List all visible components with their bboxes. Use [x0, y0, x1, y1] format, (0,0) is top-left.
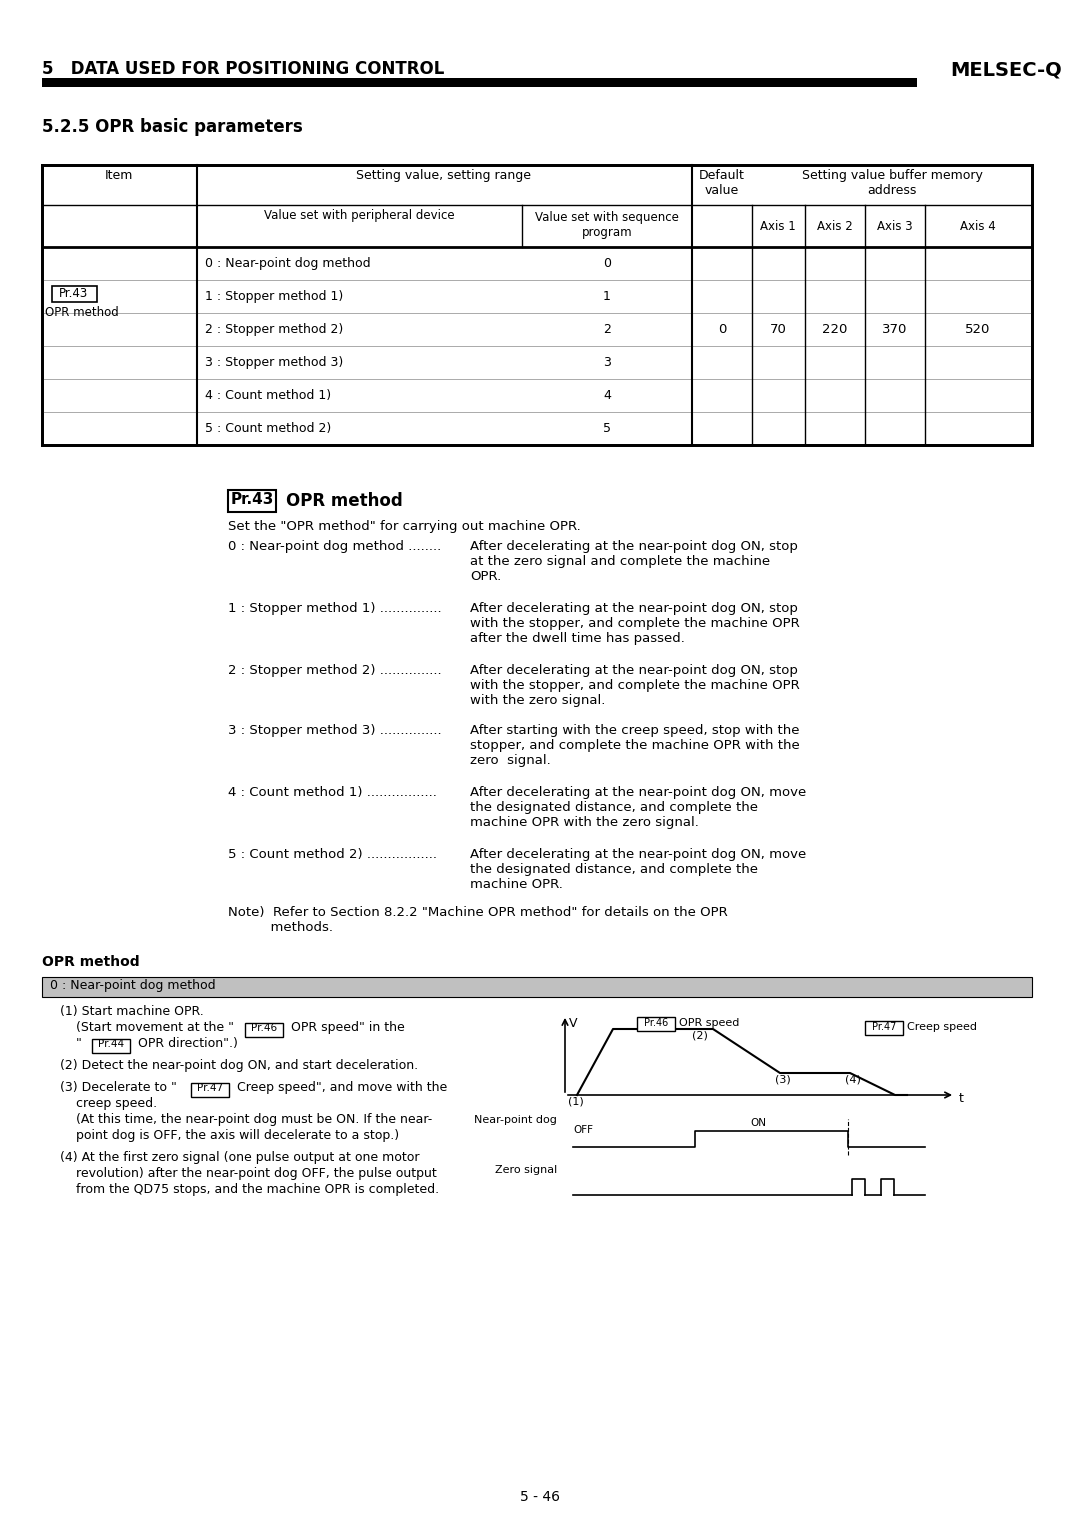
Text: 5.2.5 OPR basic parameters: 5.2.5 OPR basic parameters	[42, 118, 302, 136]
Text: After starting with the creep speed, stop with the
stopper, and complete the mac: After starting with the creep speed, sto…	[470, 724, 800, 767]
Text: 4 : Count method 1) .................: 4 : Count method 1) .................	[228, 785, 437, 799]
Text: 0: 0	[603, 257, 611, 270]
Text: (4): (4)	[845, 1076, 861, 1085]
Text: OPR method: OPR method	[45, 306, 119, 319]
Text: After decelerating at the near-point dog ON, move
the designated distance, and c: After decelerating at the near-point dog…	[470, 785, 807, 830]
Text: 5: 5	[603, 422, 611, 435]
Text: Item: Item	[105, 170, 133, 182]
Text: Value set with sequence
program: Value set with sequence program	[535, 211, 679, 238]
Text: OPR method: OPR method	[286, 492, 403, 510]
Text: revolution) after the near-point dog OFF, the pulse output: revolution) after the near-point dog OFF…	[60, 1167, 436, 1180]
Text: 1: 1	[603, 290, 611, 303]
Text: 520: 520	[966, 322, 990, 336]
Text: 5   DATA USED FOR POSITIONING CONTROL: 5 DATA USED FOR POSITIONING CONTROL	[42, 60, 444, 78]
Bar	[245, 1024, 283, 1038]
Text: Pr.47: Pr.47	[872, 1022, 896, 1031]
Text: Zero signal: Zero signal	[495, 1164, 557, 1175]
Text: Pr.47: Pr.47	[197, 1083, 224, 1093]
Text: 3 : Stopper method 3) ...............: 3 : Stopper method 3) ...............	[228, 724, 442, 736]
Text: Creep speed: Creep speed	[907, 1022, 977, 1031]
Bar	[52, 286, 97, 303]
Text: t: t	[959, 1093, 963, 1105]
Text: 4 : Count method 1): 4 : Count method 1)	[205, 390, 332, 402]
Text: After decelerating at the near-point dog ON, stop
at the zero signal and complet: After decelerating at the near-point dog…	[470, 539, 798, 584]
Text: Default
value: Default value	[699, 170, 745, 197]
Text: After decelerating at the near-point dog ON, stop
with the stopper, and complete: After decelerating at the near-point dog…	[470, 665, 800, 707]
Text: 3 : Stopper method 3): 3 : Stopper method 3)	[205, 356, 343, 368]
Text: (2) Detect the near-point dog ON, and start deceleration.: (2) Detect the near-point dog ON, and st…	[60, 1059, 418, 1073]
Text: 2 : Stopper method 2): 2 : Stopper method 2)	[205, 322, 343, 336]
Text: from the QD75 stops, and the machine OPR is completed.: from the QD75 stops, and the machine OPR…	[60, 1183, 440, 1196]
Text: Pr.43: Pr.43	[230, 492, 273, 507]
Text: 4: 4	[603, 390, 611, 402]
Text: OPR speed: OPR speed	[679, 1018, 740, 1028]
Text: After decelerating at the near-point dog ON, stop
with the stopper, and complete: After decelerating at the near-point dog…	[470, 602, 800, 645]
Text: Pr.46: Pr.46	[644, 1018, 669, 1028]
Text: 1 : Stopper method 1): 1 : Stopper method 1)	[205, 290, 343, 303]
Text: MELSEC-Q: MELSEC-Q	[950, 60, 1062, 79]
Text: point dog is OFF, the axis will decelerate to a stop.): point dog is OFF, the axis will decelera…	[60, 1129, 400, 1141]
Text: 5 : Count method 2) .................: 5 : Count method 2) .................	[228, 848, 437, 860]
Text: V: V	[569, 1018, 578, 1030]
Text: (1): (1)	[568, 1097, 584, 1106]
Bar	[42, 78, 917, 87]
Bar	[228, 490, 276, 512]
Text: ON: ON	[750, 1118, 766, 1128]
Text: 0 : Near-point dog method ........: 0 : Near-point dog method ........	[228, 539, 442, 553]
Text: OPR direction".): OPR direction".)	[134, 1038, 238, 1050]
Text: (2): (2)	[692, 1031, 707, 1041]
Text: OPR speed" in the: OPR speed" in the	[287, 1021, 405, 1034]
Text: Note)  Refer to Section 8.2.2 "Machine OPR method" for details on the OPR
      : Note) Refer to Section 8.2.2 "Machine OP…	[228, 906, 728, 934]
Text: ": "	[60, 1038, 82, 1050]
Text: 0: 0	[718, 322, 726, 336]
Text: Axis 2: Axis 2	[818, 220, 853, 232]
Text: Axis 1: Axis 1	[760, 220, 796, 232]
Text: Near-point dog: Near-point dog	[474, 1115, 557, 1125]
Text: 5 - 46: 5 - 46	[519, 1490, 561, 1504]
Text: 1 : Stopper method 1) ...............: 1 : Stopper method 1) ...............	[228, 602, 442, 614]
Text: (4) At the first zero signal (one pulse output at one motor: (4) At the first zero signal (one pulse …	[60, 1151, 419, 1164]
Text: 0 : Near-point dog method: 0 : Near-point dog method	[50, 979, 216, 992]
Text: Axis 3: Axis 3	[877, 220, 913, 232]
Text: 2 : Stopper method 2) ...............: 2 : Stopper method 2) ...............	[228, 665, 442, 677]
Text: 3: 3	[603, 356, 611, 368]
Bar	[92, 1039, 130, 1053]
Text: creep speed.: creep speed.	[60, 1097, 157, 1109]
Text: Setting value buffer memory
address: Setting value buffer memory address	[801, 170, 983, 197]
Text: Setting value, setting range: Setting value, setting range	[356, 170, 531, 182]
Text: (Start movement at the ": (Start movement at the "	[60, 1021, 234, 1034]
Text: (3): (3)	[775, 1076, 791, 1085]
Bar	[637, 1018, 675, 1031]
Bar	[191, 1083, 229, 1097]
Text: 0 : Near-point dog method: 0 : Near-point dog method	[205, 257, 370, 270]
Text: (1) Start machine OPR.: (1) Start machine OPR.	[60, 1005, 204, 1018]
Text: Axis 4: Axis 4	[960, 220, 996, 232]
Text: Set the "OPR method" for carrying out machine OPR.: Set the "OPR method" for carrying out ma…	[228, 520, 581, 533]
Text: 220: 220	[822, 322, 848, 336]
Text: (At this time, the near-point dog must be ON. If the near-: (At this time, the near-point dog must b…	[60, 1112, 432, 1126]
Bar	[42, 165, 1032, 445]
Text: (3) Decelerate to ": (3) Decelerate to "	[60, 1080, 177, 1094]
Text: OFF: OFF	[573, 1125, 593, 1135]
Text: 70: 70	[770, 322, 786, 336]
Bar	[42, 976, 1032, 996]
Text: OPR method: OPR method	[42, 955, 139, 969]
Text: 2: 2	[603, 322, 611, 336]
Text: 370: 370	[882, 322, 907, 336]
Text: Pr.43: Pr.43	[59, 287, 89, 299]
Text: Creep speed", and move with the: Creep speed", and move with the	[233, 1080, 447, 1094]
Text: Pr.44: Pr.44	[98, 1039, 124, 1050]
Text: Value set with peripheral device: Value set with peripheral device	[264, 209, 455, 222]
Text: Pr.46: Pr.46	[251, 1024, 278, 1033]
Text: 5 : Count method 2): 5 : Count method 2)	[205, 422, 332, 435]
Bar	[865, 1021, 903, 1034]
Text: After decelerating at the near-point dog ON, move
the designated distance, and c: After decelerating at the near-point dog…	[470, 848, 807, 891]
